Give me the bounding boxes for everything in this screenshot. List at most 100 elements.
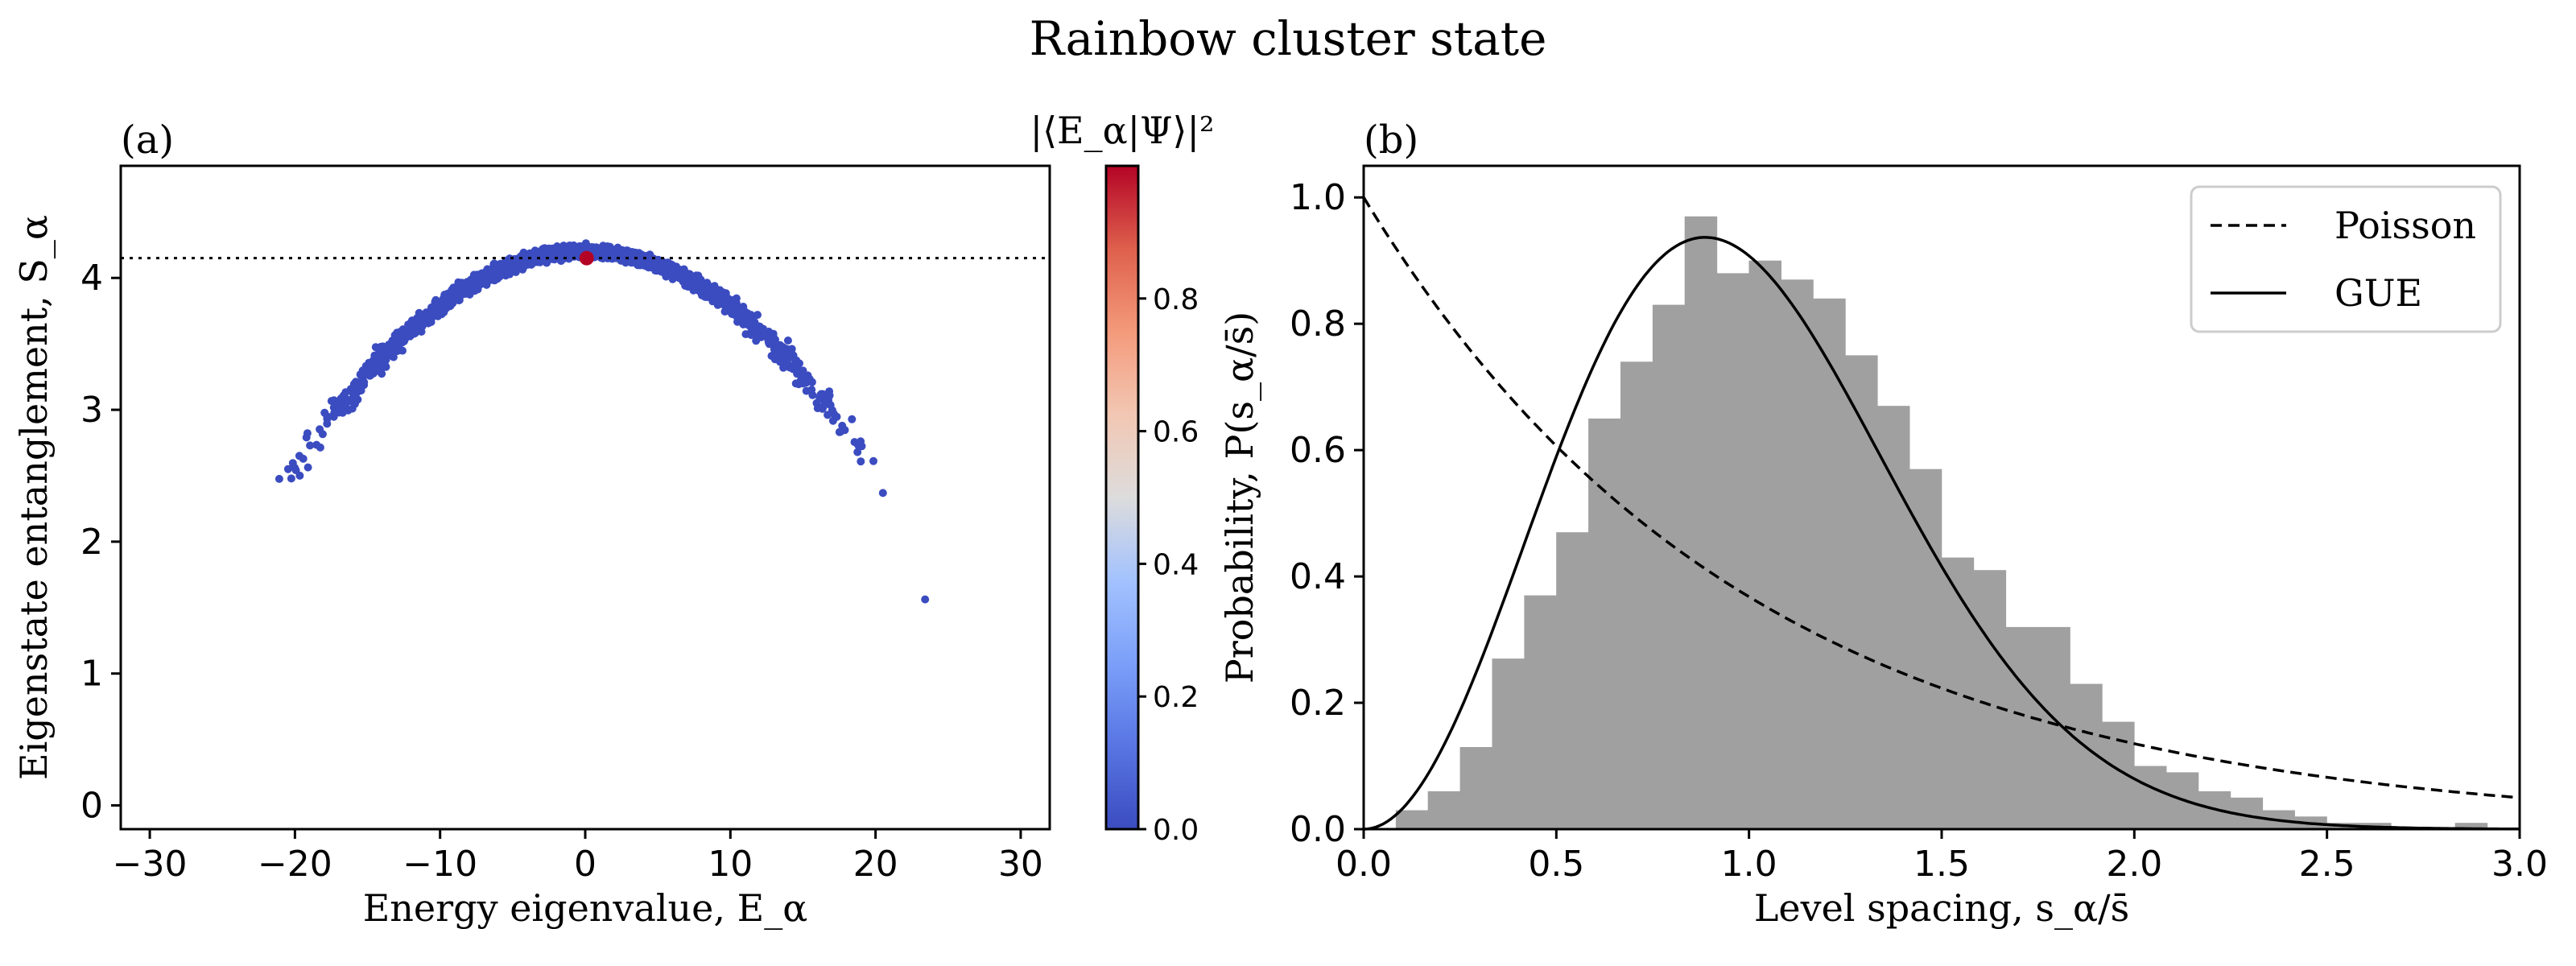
scatter-point <box>556 246 565 255</box>
scatter-point <box>378 351 386 359</box>
scatter-point <box>704 285 712 294</box>
scatter-point <box>869 456 877 465</box>
histogram-bar <box>2005 626 2038 829</box>
scatter-point <box>348 404 357 413</box>
poisson-curve <box>1362 196 2520 799</box>
y-tick-label-a: 2 <box>80 522 103 563</box>
scatter-point <box>853 448 862 456</box>
highlight-point <box>579 250 594 266</box>
scatter-point <box>791 379 800 388</box>
histogram-bar <box>1652 304 1686 830</box>
scatter-point <box>462 289 471 298</box>
y-tick-label-a: 4 <box>80 258 103 299</box>
scatter-point <box>423 317 432 326</box>
scatter-point <box>357 386 365 395</box>
panel-b-label: (b) <box>1364 118 1418 163</box>
scatter-point <box>781 350 790 359</box>
plot-frame-a <box>119 164 1051 831</box>
x-tick-label-a: −10 <box>402 844 477 885</box>
scatter-point <box>819 390 828 398</box>
x-tick-label-b: 1.0 <box>1721 844 1777 885</box>
scatter-point <box>826 401 835 410</box>
scatter-point <box>356 370 365 379</box>
histogram-bar <box>1716 273 1750 829</box>
scatter-point <box>607 246 616 255</box>
x-tick-label-a: −20 <box>258 844 332 885</box>
scatter-point <box>539 249 548 258</box>
scatter-point <box>531 250 540 258</box>
scatter-point <box>684 276 693 285</box>
x-tick-label-a: 10 <box>708 844 753 885</box>
histogram-bar <box>1684 216 1718 829</box>
scatter-point <box>719 295 728 303</box>
scatter-point <box>588 246 597 254</box>
scatter-point <box>840 426 849 435</box>
y-ticks-a: 0 1 2 3 4 <box>80 258 121 827</box>
colorbar-tick-label: 0.6 <box>1153 416 1199 449</box>
scatter-point <box>921 595 930 604</box>
x-tick-label-b: 2.0 <box>2106 844 2162 885</box>
scatter-point <box>780 344 788 353</box>
scatter-point <box>853 440 862 449</box>
scatter-point <box>419 311 427 320</box>
scatter-point <box>477 273 486 282</box>
scatter-point <box>506 261 515 270</box>
colorbar-tick-label: 0.2 <box>1153 681 1199 714</box>
scatter-point <box>757 332 766 341</box>
scatter-point <box>303 463 312 472</box>
colorbar-tick-label: 0.0 <box>1153 814 1199 847</box>
legend-label-poisson: Poisson <box>2334 204 2476 247</box>
y-tick-label-b: 1.0 <box>1290 177 1346 218</box>
y-tick-label-b: 0.6 <box>1290 430 1346 471</box>
scatter-point <box>747 314 756 323</box>
scatter-point <box>444 299 452 308</box>
histogram-bar <box>1556 532 1589 829</box>
scatter-point <box>454 283 463 291</box>
scatter-point <box>320 408 329 417</box>
x-ticks-a: −30 −20 −10 0 10 20 30 <box>113 829 1043 885</box>
y-tick-label-a: 1 <box>80 654 103 695</box>
scatter-point <box>329 396 338 405</box>
scatter-point <box>283 464 292 473</box>
scatter-point <box>792 361 800 370</box>
panel-b: (b) 0.0 0.5 1.0 1.5 2.0 2.5 3.0 0.00.20.40.60.… <box>1218 118 2548 930</box>
scatter-point <box>407 324 415 332</box>
x-axis-label-b: Level spacing, s_α/s̄ <box>1754 886 2129 930</box>
scatter-point <box>824 411 832 419</box>
scatter-point <box>374 364 383 373</box>
y-ticks-b: 0.0 0.2 0.4 0.6 0.8 1.0 <box>1290 177 1364 850</box>
histogram-bar <box>1845 355 1878 829</box>
histogram-bar <box>1781 279 1814 829</box>
scatter-point <box>755 323 764 332</box>
scatter-point <box>568 250 576 258</box>
scatter-point <box>617 250 625 259</box>
histogram-bar <box>1909 469 1942 829</box>
colorbar-tick-label: 0.8 <box>1153 283 1199 316</box>
scatter-point <box>329 412 338 421</box>
colorbar-gradient <box>1104 164 1140 831</box>
x-tick-label-a: 30 <box>998 844 1043 885</box>
scatter-point <box>287 474 295 483</box>
scatter-point <box>470 285 479 294</box>
colorbar-ticks: 0.0 0.2 0.4 0.6 0.8 <box>1138 283 1199 847</box>
histogram-bar <box>1492 658 1525 829</box>
scatter-point <box>731 296 740 305</box>
scatter-point <box>275 474 283 483</box>
scatter-point <box>857 457 865 466</box>
scatter-point <box>436 299 444 308</box>
histogram-bar <box>1524 595 1557 829</box>
scatter-point <box>783 360 792 369</box>
scatter-point <box>741 330 750 339</box>
y-tick-label-a: 3 <box>80 390 103 431</box>
scatter-point <box>493 266 502 275</box>
scatter-point <box>650 258 658 267</box>
x-tick-label-b: 0.0 <box>1335 844 1392 885</box>
scatter-point <box>808 390 817 399</box>
scatter-point <box>701 292 710 301</box>
scatter-point <box>799 373 807 382</box>
scatter-point <box>360 378 369 386</box>
scatter-point <box>455 295 464 304</box>
scatter-point <box>825 387 834 396</box>
histogram-bar <box>1427 791 1461 829</box>
scatter-point <box>637 254 646 263</box>
